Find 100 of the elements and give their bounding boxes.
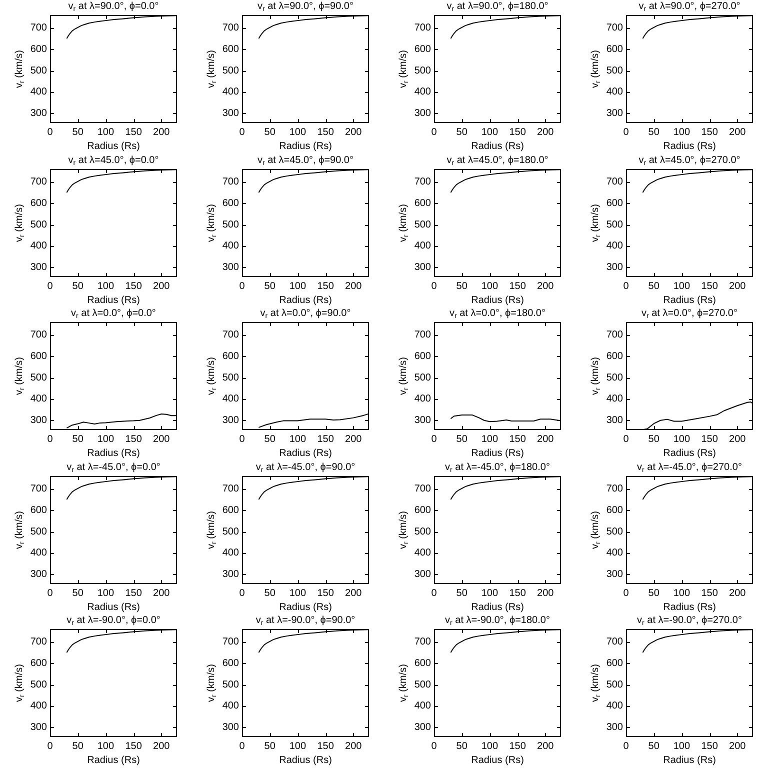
y-tick-label: 600 xyxy=(414,198,432,209)
y-tick-label: 700 xyxy=(222,636,240,648)
y-tick-label: 300 xyxy=(30,722,48,734)
y-tick-label: 500 xyxy=(30,65,48,76)
y-tick-label: 500 xyxy=(30,372,48,384)
y-tick-label: 300 xyxy=(606,568,624,580)
chart-title: v$_{r}$ at λ=90.0°, ϕ=90.0° xyxy=(257,1,354,13)
y-tick-label: 700 xyxy=(222,176,240,188)
y-tick-label: 600 xyxy=(30,351,48,362)
y-tick-label: 500 xyxy=(414,218,432,230)
x-tick-label: 200 xyxy=(729,741,746,752)
x-tick-label: 50 xyxy=(72,280,84,292)
x-tick-label: 100 xyxy=(481,588,498,599)
y-tick-label: 300 xyxy=(414,568,432,580)
x-tick-label: 100 xyxy=(673,588,690,599)
x-tick-label: 200 xyxy=(537,741,554,752)
x-axis-title: Radius (Rs) xyxy=(663,294,716,306)
y-tick-label: 500 xyxy=(30,218,48,230)
chart-title: v$_{r}$ at λ=90.0°, ϕ=180.0° xyxy=(446,1,548,13)
y-tick-label: 500 xyxy=(606,218,624,230)
y-tick-label: 400 xyxy=(222,701,240,712)
x-tick-label: 150 xyxy=(317,434,334,445)
x-tick-label: 200 xyxy=(345,741,362,752)
y-tick-label: 700 xyxy=(606,176,624,188)
chart-title: v$_{r}$ at λ=90.0°, ϕ=0.0° xyxy=(68,1,159,13)
y-tick-label: 400 xyxy=(222,548,240,559)
x-tick-label: 200 xyxy=(153,741,170,752)
y-tick-label: 300 xyxy=(606,262,624,273)
x-tick-label: 100 xyxy=(673,126,690,138)
chart-title: v$_{r}$ at λ=45.0°, ϕ=90.0° xyxy=(257,154,354,167)
x-tick-label: 50 xyxy=(648,126,660,138)
y-tick-label: 600 xyxy=(222,658,240,670)
x-tick-label: 150 xyxy=(509,741,526,752)
x-axis-title: Radius (Rs) xyxy=(663,755,716,766)
x-tick-label: 100 xyxy=(97,126,114,138)
x-tick-label: 150 xyxy=(125,280,142,292)
y-tick-label: 400 xyxy=(222,86,240,98)
y-tick-label: 400 xyxy=(606,394,624,405)
x-tick-label: 50 xyxy=(456,126,468,138)
y-tick-label: 400 xyxy=(606,86,624,98)
x-tick-label: 0 xyxy=(47,280,54,292)
chart-title: v$_{r}$ at λ=90.0°, ϕ=270.0° xyxy=(638,1,740,13)
x-tick-label: 200 xyxy=(729,280,746,292)
x-tick-label: 100 xyxy=(289,741,306,752)
y-tick-label: 600 xyxy=(606,44,624,55)
x-tick-label: 0 xyxy=(47,741,54,752)
y-tick-label: 700 xyxy=(222,22,240,34)
x-tick-label: 0 xyxy=(623,741,630,752)
y-tick-label: 300 xyxy=(30,415,48,426)
y-tick-label: 400 xyxy=(30,240,48,252)
x-tick-label: 150 xyxy=(125,126,142,138)
x-axis-title: Radius (Rs) xyxy=(279,602,332,613)
y-tick-label: 500 xyxy=(414,680,432,691)
y-tick-label: 500 xyxy=(606,372,624,384)
y-tick-label: 400 xyxy=(414,701,432,712)
x-tick-label: 50 xyxy=(264,588,276,599)
chart-title: v$_{r}$ at λ=0.0°, ϕ=270.0° xyxy=(641,308,738,320)
y-tick-label: 300 xyxy=(222,108,240,120)
y-tick-label: 500 xyxy=(30,526,48,538)
y-tick-label: 700 xyxy=(30,483,48,494)
y-tick-label: 500 xyxy=(222,65,240,76)
y-tick-label: 700 xyxy=(606,636,624,648)
y-tick-label: 300 xyxy=(222,568,240,580)
y-tick-label: 600 xyxy=(606,198,624,209)
x-tick-label: 50 xyxy=(648,741,660,752)
x-tick-label: 0 xyxy=(431,434,438,445)
chart-title: v$_{r}$ at λ=45.0°, ϕ=270.0° xyxy=(638,154,740,167)
x-tick-label: 200 xyxy=(729,126,746,138)
y-tick-label: 300 xyxy=(606,415,624,426)
y-tick-label: 400 xyxy=(606,701,624,712)
y-tick-label: 700 xyxy=(606,330,624,341)
y-tick-label: 700 xyxy=(222,483,240,494)
x-axis-title: Radius (Rs) xyxy=(663,602,716,613)
x-axis-title: Radius (Rs) xyxy=(87,140,140,152)
y-tick-label: 400 xyxy=(414,548,432,559)
x-tick-label: 50 xyxy=(648,588,660,599)
y-tick-label: 700 xyxy=(414,636,432,648)
x-axis-title: Radius (Rs) xyxy=(471,140,524,152)
x-tick-label: 200 xyxy=(153,588,170,599)
y-tick-label: 600 xyxy=(30,504,48,516)
x-tick-label: 150 xyxy=(701,741,718,752)
y-tick-label: 700 xyxy=(414,483,432,494)
chart-title: v$_{r}$ at λ=-45.0°, ϕ=90.0° xyxy=(256,462,356,474)
y-tick-label: 500 xyxy=(222,218,240,230)
x-tick-label: 200 xyxy=(345,588,362,599)
x-tick-label: 0 xyxy=(431,741,438,752)
x-tick-label: 100 xyxy=(673,434,690,445)
y-tick-label: 300 xyxy=(30,568,48,580)
x-tick-label: 150 xyxy=(317,741,334,752)
y-tick-label: 600 xyxy=(30,44,48,55)
x-tick-label: 150 xyxy=(125,434,142,445)
y-tick-label: 300 xyxy=(30,108,48,120)
x-tick-label: 200 xyxy=(153,434,170,445)
x-tick-label: 100 xyxy=(97,280,114,292)
x-tick-label: 200 xyxy=(729,588,746,599)
chart-title: v$_{r}$ at λ=-90.0°, ϕ=0.0° xyxy=(66,615,160,628)
y-tick-label: 600 xyxy=(606,351,624,362)
chart-title: v$_{r}$ at λ=-45.0°, ϕ=0.0° xyxy=(66,462,160,474)
x-tick-label: 50 xyxy=(72,126,84,138)
y-tick-label: 400 xyxy=(222,394,240,405)
